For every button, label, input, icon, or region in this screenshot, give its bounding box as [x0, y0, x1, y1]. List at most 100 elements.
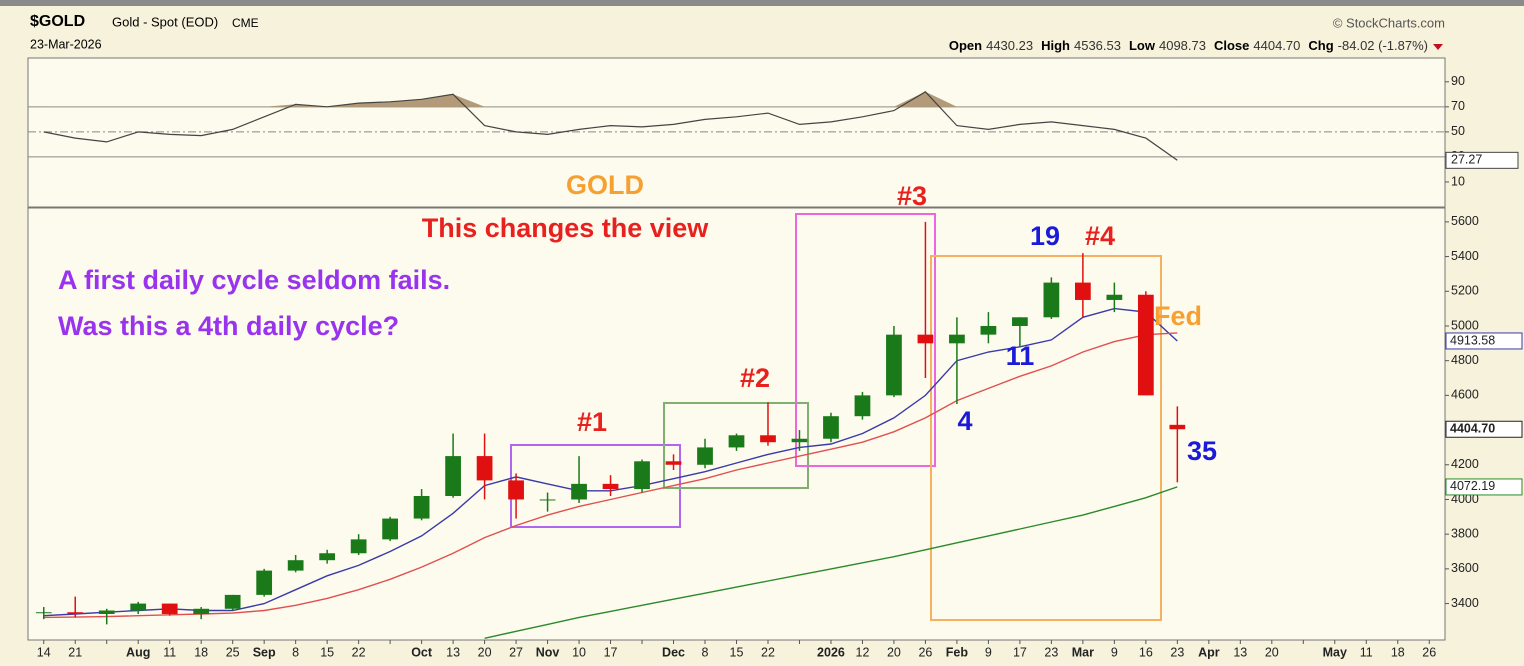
x-tick-label: 23 [1170, 645, 1184, 659]
candle-body [161, 603, 178, 614]
candle-body [193, 608, 210, 614]
cycle-box [663, 402, 809, 489]
security-name: Gold - Spot (EOD) [112, 14, 218, 29]
candle-body [287, 560, 304, 571]
rsi-line [43, 91, 1178, 161]
annotation: #2 [740, 363, 770, 393]
candle-body [1075, 282, 1091, 300]
x-tick-label: Mar [1072, 645, 1094, 659]
annotation: Was this a 4th daily cycle? [58, 311, 399, 341]
value-tag-label: 4913.58 [1450, 333, 1495, 347]
value-tag [1445, 478, 1523, 496]
ohlc-value: -84.02 (-1.87%) [1338, 38, 1428, 53]
annotation: 4 [957, 406, 972, 436]
ohlc-label: Chg [1308, 38, 1333, 53]
candle-body [67, 612, 84, 614]
ohlc-value: 4098.73 [1159, 38, 1206, 53]
x-tick-label: 26 [918, 645, 932, 659]
ohlc-line: Open 4430.23 High 4536.53 Low 4098.73 Close 440… [949, 38, 1428, 53]
candle-body [508, 480, 524, 500]
candle-body [98, 610, 115, 614]
x-tick-label: 13 [1233, 645, 1247, 659]
x-tick-label: May [1323, 645, 1347, 659]
candle-body [1137, 294, 1154, 396]
candle-body [823, 416, 839, 439]
cycle-box [930, 255, 1162, 621]
candle-body [728, 435, 745, 448]
annotation: #1 [577, 407, 607, 437]
candle-body [665, 461, 682, 465]
x-tick-label: 18 [194, 645, 208, 659]
x-tick-label: 25 [226, 645, 240, 659]
x-tick-label: 16 [1139, 645, 1153, 659]
ohlc-value: 4404.70 [1253, 38, 1300, 53]
annotation: #3 [897, 181, 927, 211]
ohlc-label: Close [1214, 38, 1249, 53]
y-tick-label: 5600 [1451, 214, 1479, 228]
y-tick-label: 50 [1451, 124, 1465, 138]
x-tick-label: 11 [1360, 645, 1373, 659]
candle-body [949, 334, 965, 344]
candle-body [791, 438, 808, 443]
candle-body [224, 594, 241, 609]
y-tick-label: 4800 [1451, 353, 1479, 367]
x-tick-label: 8 [702, 645, 709, 659]
x-tick-label: 22 [761, 645, 775, 659]
y-tick-label: 4200 [1451, 457, 1479, 471]
annotation: A first daily cycle seldom fails. [58, 265, 450, 295]
x-tick-label: 9 [1111, 645, 1118, 659]
y-tick-label: 3600 [1451, 561, 1479, 575]
x-tick-label: Oct [411, 645, 433, 659]
candle-body [571, 483, 587, 500]
x-tick-label: Aug [126, 645, 150, 659]
x-tick-label: 27 [509, 645, 523, 659]
top-bar [0, 0, 1524, 6]
ohlc-value: 4536.53 [1074, 38, 1121, 53]
x-tick-label: 17 [1013, 645, 1027, 659]
down-arrow [1433, 44, 1443, 50]
candle-body [1012, 317, 1028, 326]
candle-body [1043, 282, 1060, 318]
x-tick-label: 21 [68, 645, 82, 659]
annotation: Fed [1154, 301, 1202, 331]
y-tick-label: 3800 [1451, 526, 1479, 540]
x-tick-label: 12 [856, 645, 870, 659]
y-tick-label: 3400 [1451, 596, 1479, 610]
x-tick-label: Nov [536, 645, 560, 659]
x-tick-label: 20 [887, 645, 901, 659]
x-tick-label: Dec [662, 645, 685, 659]
x-tick-label: 23 [1044, 645, 1058, 659]
x-tick-label: 14 [37, 645, 51, 659]
candle-body [35, 612, 52, 614]
annotation: GOLD [566, 170, 644, 200]
value-tag-label: 4072.19 [1450, 479, 1495, 493]
candle-body [413, 496, 430, 519]
x-tick-label: 10 [572, 645, 586, 659]
ohlc-label: Open [949, 38, 982, 53]
candle-body [350, 539, 367, 554]
plot-area: 907050301027.275600540052005000480046004… [28, 74, 1523, 659]
x-tick-label: Apr [1198, 645, 1220, 659]
ohlc-value: 4430.23 [986, 38, 1033, 53]
candle-body [1169, 424, 1186, 430]
y-tick-label: 70 [1451, 99, 1465, 113]
x-tick-label: 11 [163, 645, 176, 659]
candle-body [476, 456, 493, 481]
price-panel [27, 207, 1446, 641]
moving-average [43, 332, 1178, 619]
annotation: 11 [1006, 341, 1035, 371]
annotation: #4 [1085, 221, 1115, 251]
candle-body [382, 518, 398, 540]
x-tick-label: 9 [985, 645, 992, 659]
candle-body [539, 499, 556, 501]
candle-body [319, 553, 336, 561]
candle-body [886, 334, 902, 396]
candle-body [445, 456, 461, 496]
value-tag [1445, 420, 1523, 438]
candle-body [1106, 294, 1123, 300]
ohlc-label: Low [1129, 38, 1156, 53]
cycle-box [795, 213, 936, 467]
candle-body [917, 334, 934, 344]
x-tick-label: 17 [604, 645, 618, 659]
